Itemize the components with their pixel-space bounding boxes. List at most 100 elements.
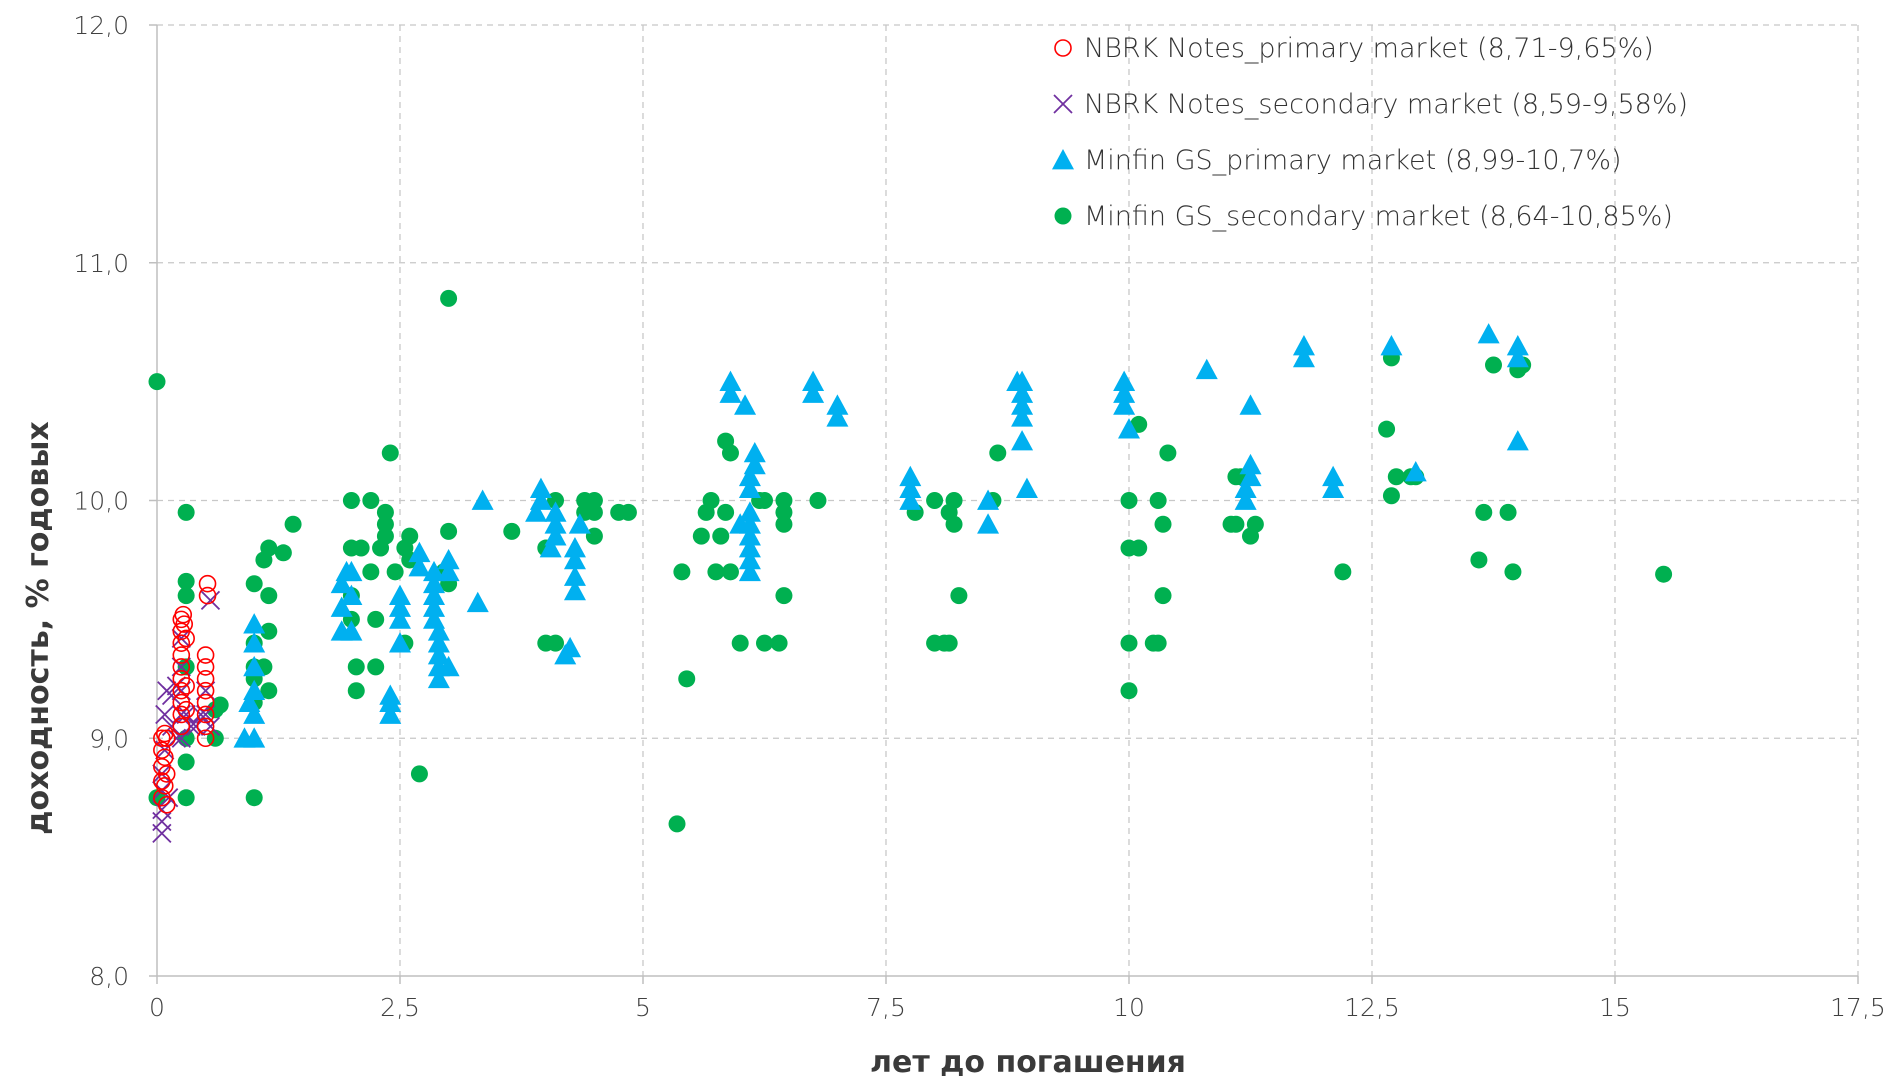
data-point-series-3 — [1404, 460, 1427, 482]
data-point-series-2 — [200, 590, 221, 610]
data-point-series-3 — [568, 513, 591, 534]
data-point-series-4 — [260, 539, 278, 557]
data-point-series-4 — [756, 634, 773, 652]
data-point-series-4 — [1504, 563, 1522, 581]
data-point-series-3 — [1234, 477, 1257, 498]
data-point-series-3 — [802, 370, 825, 391]
data-point-series-4 — [1387, 468, 1405, 486]
data-point-series-4 — [585, 503, 603, 521]
data-point-series-1 — [157, 765, 176, 783]
data-point-series-3 — [525, 501, 548, 522]
data-point-series-3 — [243, 613, 266, 634]
data-point-series-4 — [1485, 356, 1502, 374]
data-point-series-2 — [200, 716, 221, 736]
x-tick-label: 10 — [1113, 993, 1145, 1022]
data-point-series-4 — [940, 634, 958, 652]
data-point-series-4 — [547, 634, 565, 652]
data-point-series-4 — [177, 753, 195, 771]
data-point-series-3 — [802, 382, 825, 403]
data-point-series-2 — [161, 685, 182, 706]
data-point-series-3 — [427, 620, 450, 641]
data-point-series-3 — [340, 560, 363, 582]
data-point-series-3 — [1011, 430, 1034, 451]
data-point-series-1 — [172, 717, 191, 736]
data-point-series-3 — [826, 394, 849, 415]
data-point-series-2 — [152, 764, 172, 784]
data-point-series-3 — [408, 556, 431, 577]
data-point-series-3 — [738, 525, 761, 546]
x-tick-label: 2,5 — [380, 993, 420, 1022]
data-point-series-3 — [243, 655, 266, 677]
data-point-series-3 — [1118, 418, 1140, 439]
data-point-series-3 — [738, 513, 761, 534]
data-point-series-4 — [386, 563, 404, 581]
data-point-series-3 — [563, 548, 586, 570]
y-tick-label: 8,0 — [89, 962, 129, 991]
data-point-series-3 — [977, 513, 1000, 534]
data-point-series-3 — [743, 453, 766, 475]
data-point-series-3 — [1113, 382, 1136, 403]
data-point-series-4 — [260, 682, 278, 700]
data-point-series-3 — [1239, 465, 1262, 487]
legend-item-2: NBRK Notes_secondary market (8,59-9,58%) — [1053, 89, 1688, 120]
data-point-series-3 — [899, 477, 922, 498]
data-point-series-1 — [196, 646, 215, 664]
data-point-series-1 — [172, 658, 191, 676]
data-point-series-3 — [389, 596, 411, 617]
y-tick-label: 12,0 — [73, 11, 129, 40]
data-point-series-1 — [196, 681, 215, 700]
data-point-series-4 — [1120, 682, 1138, 700]
data-point-series-3 — [1380, 334, 1403, 356]
data-point-series-4 — [401, 527, 419, 545]
data-point-series-3 — [1113, 394, 1136, 415]
data-point-series-4 — [376, 503, 394, 521]
data-point-series-3 — [340, 584, 363, 605]
legend-marker-4 — [1054, 207, 1072, 225]
data-point-series-4 — [1246, 515, 1264, 533]
data-point-series-3 — [423, 584, 446, 605]
data-point-series-3 — [427, 667, 450, 689]
data-point-series-3 — [379, 703, 402, 724]
data-point-series-3 — [738, 501, 761, 522]
data-point-series-3 — [529, 477, 552, 498]
data-point-series-3 — [559, 636, 582, 658]
legend-marker-1 — [1054, 39, 1072, 57]
data-point-series-4 — [440, 289, 458, 307]
data-point-series-4 — [245, 789, 263, 807]
data-point-series-1 — [177, 700, 195, 719]
data-point-series-1 — [172, 634, 191, 652]
data-point-series-3 — [423, 596, 446, 617]
data-point-series-1 — [172, 705, 191, 724]
data-point-series-3 — [243, 679, 266, 701]
data-point-series-3 — [437, 548, 460, 570]
data-points — [148, 289, 1673, 843]
data-point-series-4 — [211, 696, 229, 714]
data-point-series-4 — [1149, 634, 1167, 652]
data-point-series-3 — [243, 703, 266, 724]
data-point-series-3 — [427, 644, 450, 665]
data-point-series-4 — [376, 527, 394, 545]
data-point-series-3 — [389, 608, 411, 629]
data-point-series-3 — [243, 632, 266, 653]
data-point-series-4 — [1499, 503, 1517, 521]
data-point-series-4 — [945, 515, 963, 533]
data-point-series-3 — [389, 584, 411, 605]
legend: NBRK Notes_primary market (8,71-9,65%) NB… — [1052, 33, 1688, 232]
data-point-series-3 — [1506, 346, 1529, 368]
data-point-series-3 — [1477, 323, 1500, 344]
data-point-series-4 — [673, 563, 691, 581]
data-point-series-3 — [1506, 334, 1529, 356]
data-point-series-1 — [177, 677, 195, 695]
data-point-series-4 — [367, 658, 385, 676]
data-point-series-4 — [503, 522, 521, 540]
data-point-series-2 — [181, 716, 201, 736]
data-point-series-4 — [1120, 492, 1138, 509]
data-point-series-4 — [1470, 551, 1488, 569]
data-point-series-4 — [1154, 515, 1172, 533]
legend-item-1: NBRK Notes_primary market (8,71-9,65%) — [1054, 33, 1654, 64]
data-point-series-4 — [707, 563, 725, 581]
data-point-series-3 — [1011, 382, 1034, 403]
data-point-series-4 — [342, 492, 360, 509]
data-point-series-4 — [206, 729, 224, 747]
